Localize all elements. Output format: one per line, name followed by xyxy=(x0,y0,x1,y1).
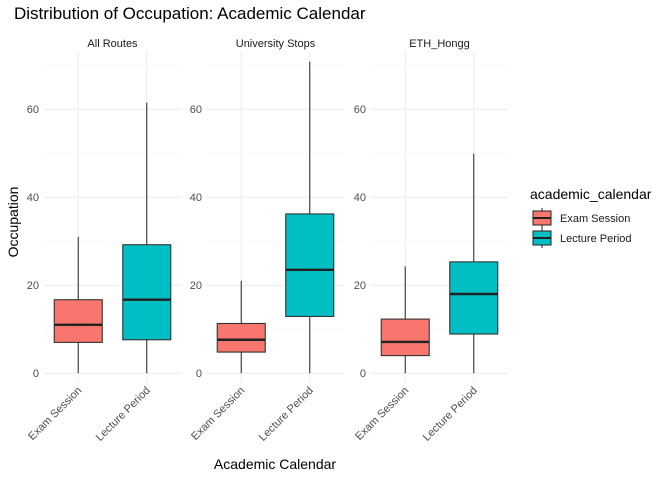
strip-label: ETH_Hongg xyxy=(409,38,470,50)
strip-label: University Stops xyxy=(236,38,316,50)
y-tick-label: 40 xyxy=(27,192,39,204)
iqr-box xyxy=(449,261,499,335)
iqr-box xyxy=(122,244,172,341)
box-exam-session xyxy=(53,236,103,374)
iqr-box xyxy=(285,213,335,317)
y-axis-title: Occupation xyxy=(5,187,21,258)
y-tick-label: 60 xyxy=(27,104,39,116)
iqr-box xyxy=(216,322,266,353)
y-tick-label: 40 xyxy=(190,192,202,204)
y-tick-label: 60 xyxy=(190,104,202,116)
panel-eth-hongg: ETH_Hongg 0 20 40 60 Exam Session Lecture Peri… xyxy=(353,38,508,444)
strip-label: All Routes xyxy=(87,38,138,50)
y-tick-label: 60 xyxy=(354,104,366,116)
y-tick-label: 0 xyxy=(360,368,366,380)
iqr-box xyxy=(53,299,103,343)
legend-title: academic_calendar xyxy=(530,186,652,202)
legend-entry-exam-session: Exam Session xyxy=(532,208,630,228)
iqr-box xyxy=(380,318,430,357)
x-tick-label: Exam Session xyxy=(26,385,84,443)
x-tick-label: Exam Session xyxy=(189,385,247,443)
box-exam-session xyxy=(380,266,430,374)
box-lecture-period xyxy=(449,153,499,374)
x-tick-label: Lecture Period xyxy=(94,385,153,444)
box-exam-session xyxy=(216,280,266,374)
chart-title: Distribution of Occupation: Academic Cal… xyxy=(14,4,366,23)
legend: academic_calendar Exam Session Lecture Pe… xyxy=(530,186,652,248)
x-axis-title: Academic Calendar xyxy=(214,456,337,472)
panel-all-routes: All Routes 0 20 40 60 Exam Session Lecture Per… xyxy=(26,38,181,444)
y-tick-label: 0 xyxy=(196,368,202,380)
x-tick-label: Lecture Period xyxy=(421,385,480,444)
y-tick-label: 20 xyxy=(27,280,39,292)
y-tick-label: 0 xyxy=(33,368,39,380)
x-tick-label: Lecture Period xyxy=(257,385,316,444)
box-lecture-period xyxy=(122,102,172,374)
y-tick-label: 40 xyxy=(354,192,366,204)
y-tick-label: 20 xyxy=(354,280,366,292)
x-tick-label: Exam Session xyxy=(353,385,411,443)
legend-label: Lecture Period xyxy=(560,233,632,245)
legend-label: Exam Session xyxy=(560,213,630,225)
y-tick-label: 20 xyxy=(190,280,202,292)
panel-university-stops: University Stops 0 20 40 60 Exam Session Lectu… xyxy=(189,38,344,444)
legend-entry-lecture-period: Lecture Period xyxy=(532,228,632,248)
box-lecture-period xyxy=(285,61,335,374)
